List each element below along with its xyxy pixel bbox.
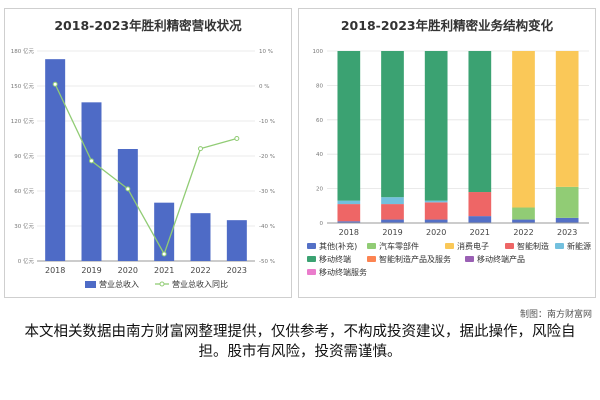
- yoy-line: [54, 83, 238, 256]
- stacked-bar-segment: [424, 200, 448, 203]
- y-left-tick-label: 60 亿元: [14, 187, 34, 195]
- legend-swatch: [367, 243, 376, 249]
- legend-swatch-revenue: [85, 281, 96, 288]
- legend-swatch: [465, 256, 474, 262]
- stacked-bar-segment: [381, 204, 404, 220]
- legend-swatch: [445, 243, 454, 249]
- revenue-bar: [81, 102, 102, 261]
- y-tick-label: 0: [320, 221, 324, 227]
- legend-label: 移动终端: [319, 254, 351, 264]
- revenue-bar: [45, 59, 66, 261]
- x-tick-label: 2023: [227, 266, 247, 275]
- yoy-point: [52, 81, 58, 87]
- business-structure-chart-panel: 2018-2023年胜利精密业务结构变化 0 20 40 60 80 100 2018 201…: [298, 8, 596, 298]
- x-tick-label: 2018: [339, 228, 359, 237]
- legend-swatch: [307, 269, 316, 275]
- legend-swatch: [505, 243, 514, 249]
- x-tick-label: 2018: [45, 266, 65, 275]
- y-left-tick-label: 180 亿元: [11, 47, 35, 55]
- stacked-bar-segment: [381, 219, 404, 223]
- y-right-tick-label: 10 %: [259, 49, 273, 55]
- y-left-tick-label: 0 亿元: [18, 257, 35, 265]
- revenue-bar: [190, 213, 211, 261]
- stacked-bar-segment: [337, 51, 361, 201]
- legend-swatch: [307, 243, 316, 249]
- legend-label: 新能源: [567, 241, 591, 251]
- y-right-tick-label: -20 %: [259, 154, 275, 160]
- revenue-bar: [226, 220, 247, 261]
- y-tick-label: 60: [316, 118, 323, 124]
- revenue-chart-title: 2018-2023年胜利精密营收状况: [54, 18, 242, 33]
- legend-label: 移动终端产品: [477, 254, 525, 264]
- x-tick-label: 2020: [426, 228, 446, 237]
- stacked-bar-segment: [424, 202, 448, 220]
- x-tick-label: 2022: [513, 228, 533, 237]
- stacked-bar-segment: [555, 217, 579, 223]
- stacked-bar-segment: [337, 200, 361, 205]
- revenue-bar: [154, 202, 175, 261]
- x-tick-label: 2021: [154, 266, 174, 275]
- yoy-point: [198, 146, 203, 152]
- y-tick-label: 80: [316, 83, 323, 89]
- legend-label-revenue: 营业总收入: [99, 279, 139, 289]
- legend-label: 移动终端服务: [319, 267, 367, 277]
- x-tick-label: 2019: [382, 228, 402, 237]
- yoy-point: [89, 158, 94, 164]
- yoy-point: [125, 186, 131, 192]
- stacked-bar-segment: [424, 219, 448, 223]
- y-left-tick-label: 150 亿元: [11, 82, 35, 90]
- y-tick-label: 100: [313, 49, 324, 55]
- y-left-tick-label: 120 亿元: [11, 117, 35, 125]
- y-left-tick-label: 30 亿元: [14, 222, 34, 230]
- legend-label: 消费电子: [457, 241, 489, 251]
- stacked-bar-segment: [468, 192, 492, 217]
- footer-credit: 制图：南方财富网: [519, 310, 592, 320]
- stacked-bar-segment: [424, 51, 448, 201]
- stacked-bar-segment: [468, 216, 492, 223]
- business-structure-chart: 0 20 40 60 80 100 2018 2019 2020 2021 2022 2023 其他(补…: [307, 49, 591, 277]
- legend-label: 汽车零部件: [379, 241, 419, 251]
- x-tick-label: 2023: [557, 228, 577, 237]
- revenue-chart: 0 亿元 30 亿元 60 亿元 90 亿元 120 亿元 150 亿元 180 亿元 -50…: [11, 47, 275, 289]
- y-right-tick-label: -40 %: [259, 224, 275, 230]
- legend-label: 智能制造: [517, 241, 549, 251]
- y-tick-label: 40: [316, 152, 323, 158]
- legend-marker-yoy: [159, 281, 165, 287]
- yoy-point: [161, 251, 167, 257]
- stacked-bar-segment: [337, 204, 361, 222]
- x-tick-label: 2021: [470, 228, 490, 237]
- legend-swatch: [555, 243, 564, 249]
- revenue-bar: [117, 149, 138, 261]
- x-tick-label: 2020: [118, 266, 138, 275]
- disclaimer-text: 本文相关数据由南方财富网整理提供，仅供参考，不构成投资建议，据此操作，风险自担。…: [24, 324, 576, 360]
- x-tick-label: 2019: [81, 266, 101, 275]
- yoy-point: [234, 136, 240, 141]
- y-right-tick-label: -50 %: [259, 259, 275, 265]
- legend-swatch: [307, 256, 316, 262]
- stacked-bar-segment: [512, 219, 535, 223]
- revenue-chart-panel: 2018-2023年胜利精密营收状况 0 亿元 30 亿元 60 亿元 90 亿元 12…: [4, 8, 292, 298]
- y-right-tick-label: -10 %: [259, 119, 275, 125]
- stacked-bar-segment: [512, 51, 535, 208]
- y-right-tick-label: 0 %: [259, 84, 269, 90]
- legend-label-yoy: 营业总收入同比: [172, 279, 228, 289]
- stacked-bar-segment: [468, 51, 492, 193]
- legend-swatch: [367, 256, 376, 262]
- stacked-bar-segment: [555, 186, 579, 218]
- legend-label: 智能制造产品及服务: [379, 254, 451, 264]
- y-left-tick-label: 90 亿元: [14, 152, 34, 160]
- stacked-bar-segment: [555, 51, 579, 187]
- stacked-bar-segment: [381, 197, 404, 205]
- y-tick-label: 20: [316, 187, 323, 193]
- stacked-bar-segment: [337, 221, 361, 223]
- stacked-bar-segment: [381, 51, 404, 198]
- business-structure-chart-title: 2018-2023年胜利精密业务结构变化: [340, 18, 554, 33]
- legend-label: 其他(补充): [319, 241, 357, 251]
- stacked-bar-segment: [512, 207, 535, 220]
- x-tick-label: 2022: [190, 266, 210, 275]
- y-right-tick-label: -30 %: [259, 189, 275, 195]
